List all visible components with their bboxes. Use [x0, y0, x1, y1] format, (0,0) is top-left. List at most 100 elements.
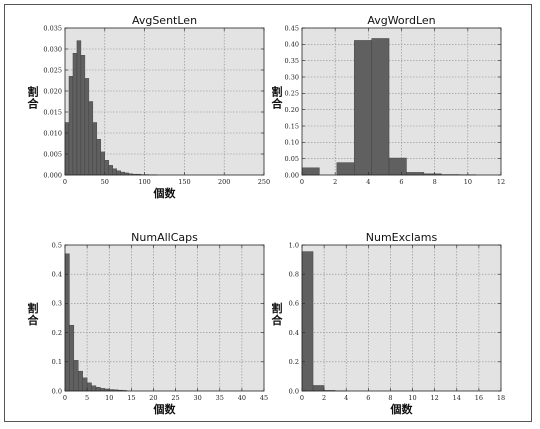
- y-tick-label: 0.2: [52, 329, 62, 337]
- x-tick-label: 0: [63, 394, 67, 402]
- x-axis-label: 個数: [390, 402, 414, 416]
- chart-title: NumExclams: [366, 231, 438, 244]
- y-tick-label: 0.015: [43, 108, 62, 116]
- x-axis-label: 個数: [153, 402, 177, 416]
- y-tick-label: 0.35: [285, 57, 299, 65]
- bar: [82, 377, 88, 392]
- plot-frame: [64, 244, 265, 392]
- x-tick-label: 40: [238, 394, 246, 402]
- x-tick-label: 10: [105, 394, 113, 402]
- y-tick-label: 0.40: [285, 41, 299, 49]
- y-tick-label: 1.0: [289, 241, 299, 249]
- plot-frame: [301, 244, 502, 392]
- bar: [76, 40, 82, 176]
- y-tick-label: 0.8: [289, 271, 299, 279]
- y-tick-label: 0.3: [52, 300, 62, 308]
- x-tick-label: 200: [218, 178, 230, 186]
- bar: [108, 165, 113, 176]
- y-tick-label: 0.30: [285, 73, 299, 81]
- y-tick-label: 0.5: [52, 241, 62, 249]
- y-tick-label: 0.0: [52, 387, 62, 395]
- x-tick-label: 4: [344, 394, 348, 402]
- x-tick-label: 250: [258, 178, 270, 186]
- bar: [100, 151, 105, 176]
- plot-frame: [64, 27, 265, 176]
- bar: [96, 139, 102, 176]
- x-tick-label: 100: [138, 178, 150, 186]
- y-tick-label: 0.2: [289, 358, 299, 366]
- chart-numallcaps: 0 5 10 15 20 25 30 35 40 45 0.0 0.1 0.2 0.3 0.4 0.5 NumA…: [28, 231, 269, 416]
- x-tick-label: 14: [453, 394, 461, 402]
- bar: [371, 38, 390, 176]
- bar: [336, 162, 355, 176]
- bar: [86, 382, 92, 392]
- x-tick-label: 10: [408, 394, 416, 402]
- x-tick-label: 16: [475, 394, 483, 402]
- x-tick-label: 20: [149, 394, 157, 402]
- y-tick-label: 0.030: [43, 45, 62, 53]
- bar: [312, 385, 325, 392]
- y-tick-label: 0.4: [52, 271, 62, 279]
- y-tick-label: 0.025: [43, 66, 62, 74]
- bar: [68, 76, 74, 176]
- chart-avgsentlen: 0 50 100 150 200 250 0.000 0.005 0.010 0.015 0.020…: [28, 14, 271, 200]
- bar: [354, 40, 372, 176]
- x-tick-label: 35: [216, 394, 224, 402]
- y-tick-label: 0.00: [285, 171, 299, 179]
- x-tick-label: 18: [497, 394, 505, 402]
- x-tick-label: 4: [366, 178, 370, 186]
- x-tick-label: 2: [322, 394, 326, 402]
- y-tick-label: 0.10: [285, 139, 299, 147]
- x-tick-label: 0: [300, 394, 304, 402]
- bar: [301, 167, 320, 176]
- y-axis-label: 割合: [28, 85, 40, 111]
- bar: [73, 360, 79, 392]
- bar: [92, 122, 98, 176]
- bar: [69, 325, 75, 392]
- bar: [120, 171, 125, 176]
- x-tick-label: 2: [333, 178, 337, 186]
- bar: [112, 168, 117, 176]
- y-tick-label: 0.20: [285, 106, 299, 114]
- x-tick-label: 45: [260, 394, 268, 402]
- y-tick-label: 0.000: [43, 171, 62, 179]
- x-tick-label: 0: [300, 178, 304, 186]
- charts-svg: 0 50 100 150 200 2500.0000.0050.0100.0150.020…: [28, 14, 506, 416]
- chart-title: AvgWordLen: [367, 14, 435, 27]
- y-tick-label: 0.0: [289, 387, 299, 395]
- bar: [104, 160, 109, 176]
- x-tick-label: 10: [464, 178, 472, 186]
- y-axis-label: 割合: [272, 301, 284, 327]
- bar: [95, 387, 101, 392]
- bar: [88, 101, 94, 176]
- x-tick-label: 6: [399, 178, 403, 186]
- y-tick-label: 0.15: [285, 122, 299, 130]
- y-tick-label: 0.25: [285, 90, 299, 98]
- bar: [301, 251, 314, 392]
- x-tick-label: 15: [127, 394, 135, 402]
- bar: [84, 78, 90, 176]
- x-tick-label: 6: [366, 394, 370, 402]
- y-tick-label: 0.010: [43, 129, 62, 137]
- plot-area: [302, 245, 501, 391]
- x-tick-label: 8: [433, 178, 437, 186]
- bar: [64, 122, 70, 176]
- y-tick-label: 0.05: [285, 155, 299, 163]
- y-axis-label: 割合: [272, 85, 284, 111]
- chart-avgwordlen: 0 2 4 6 8 10 12 0.00 0.05 0.10 0.15 0.20 0.25 0.30 0.3…: [272, 14, 506, 186]
- bar: [80, 55, 86, 176]
- x-tick-label: 12: [497, 178, 505, 186]
- x-tick-label: 0: [63, 178, 67, 186]
- y-tick-label: 0.4: [289, 329, 299, 337]
- chart-title: NumAllCaps: [131, 231, 198, 244]
- bar: [72, 53, 78, 176]
- y-tick-label: 0.020: [43, 87, 62, 95]
- chart-numexclams: 0 2 4 6 8 10 12 14 16 18 0.0 0.2 0.4 0.6 0.8 1.0 NumExcl…: [272, 231, 506, 416]
- y-tick-label: 0.035: [43, 24, 62, 32]
- bar: [91, 385, 97, 392]
- x-axis-label: 個数: [153, 186, 177, 200]
- x-tick-label: 25: [171, 394, 179, 402]
- y-tick-label: 0.1: [52, 358, 62, 366]
- x-tick-label: 8: [388, 394, 392, 402]
- plot-area: [65, 245, 264, 391]
